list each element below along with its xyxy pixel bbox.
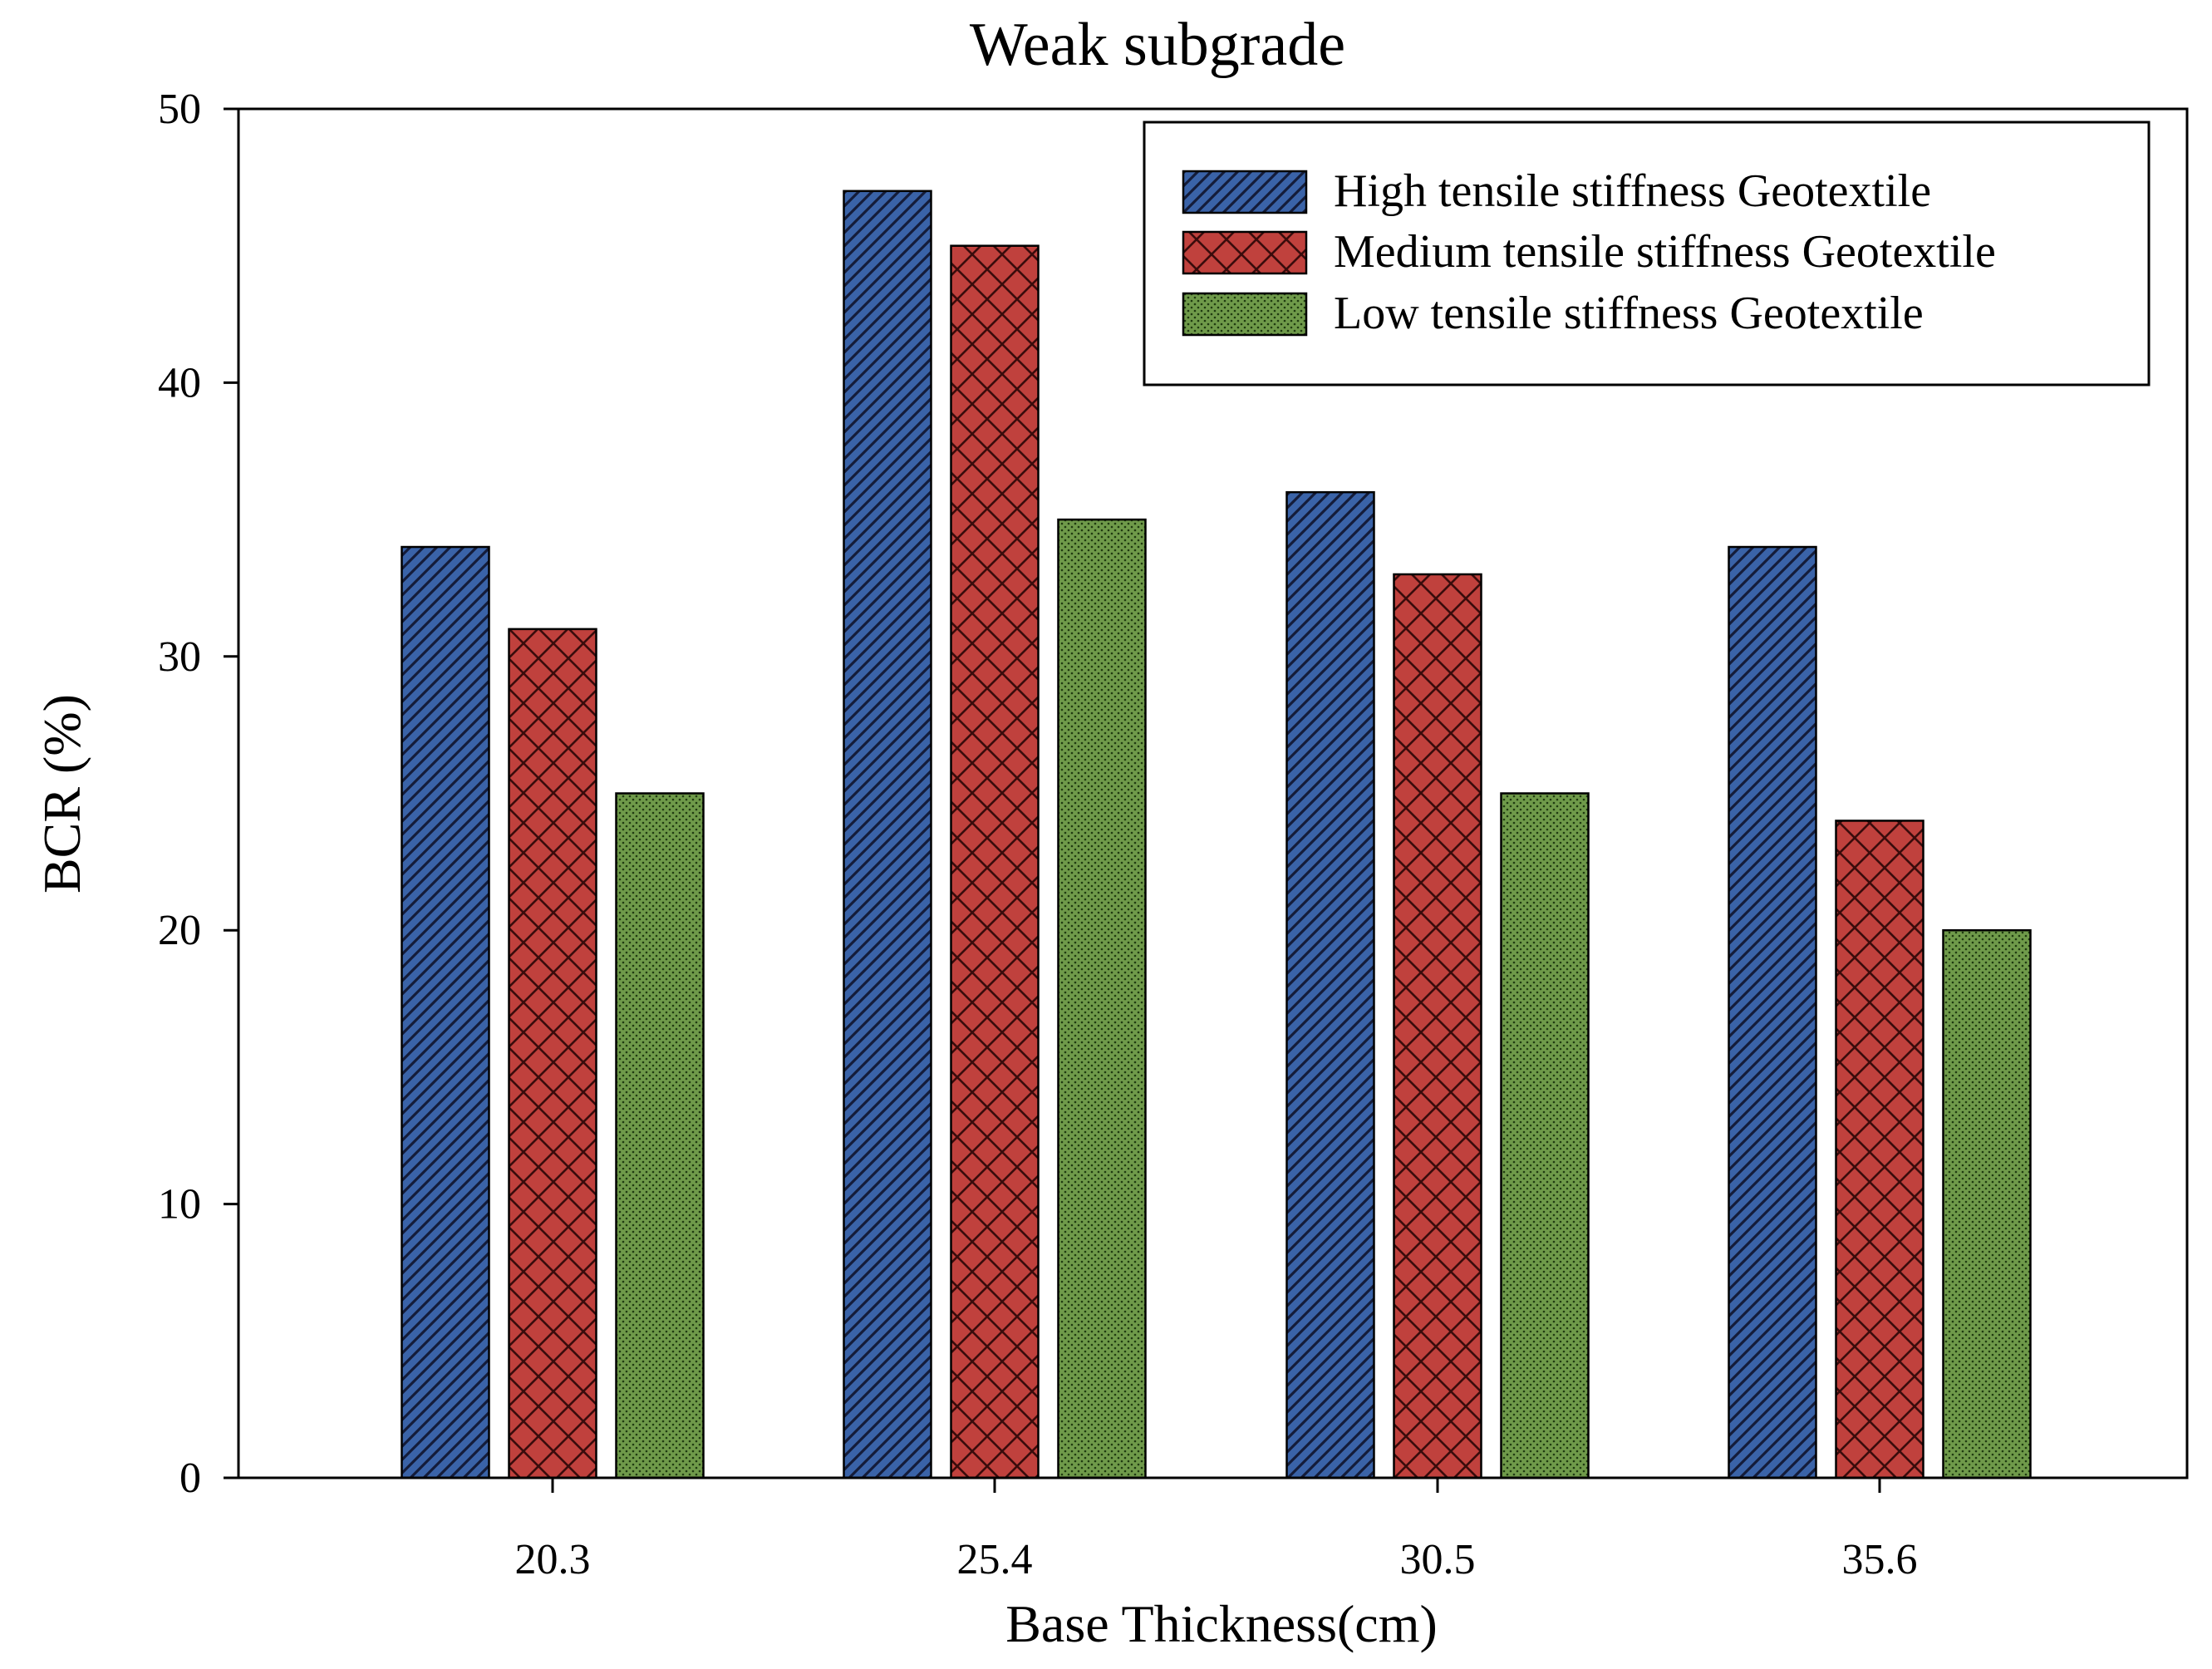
bar-high-20-3 [401,545,490,1479]
bar-high-25-4 [843,190,932,1479]
bar-high-35-6 [1728,545,1817,1479]
bar-low-20-3 [615,792,705,1479]
legend-swatch-high [1182,170,1308,214]
bar-low-30-5 [1500,792,1590,1479]
legend-box [1143,121,2151,386]
legend-swatch-low [1182,292,1308,337]
bar-medium-30-5 [1393,573,1482,1479]
x-axis-title: Base Thickness(cm) [1005,1594,1438,1653]
plot-frame [237,107,2189,1479]
chart-title: Weak subgrade [970,11,1345,79]
bar-low-35-6 [1942,928,2032,1479]
legend-label-high: High tensile stiffness Geotextile [1334,165,1931,217]
bar-low-25-4 [1057,518,1147,1479]
bar-medium-20-3 [508,628,597,1479]
legend: High tensile stiffness Geotextile Medium… [1143,121,2151,386]
y-tick-label-20: 20 [158,907,201,954]
y-axis-title: BCR (%) [32,694,91,894]
bar-medium-35-6 [1835,820,1924,1479]
x-tick-label-25-4: 25.4 [957,1536,1033,1583]
y-tick-label-40: 40 [158,359,201,406]
x-axis-ticks: 20.3 25.4 30.5 35.6 [515,1478,1918,1583]
y-tick-label-10: 10 [158,1181,201,1228]
x-tick-label-35-6: 35.6 [1842,1536,1918,1583]
legend-swatch-medium [1182,230,1308,275]
bar-high-30-5 [1285,490,1375,1479]
bar-medium-25-4 [950,244,1040,1479]
x-tick-label-20-3: 20.3 [515,1536,591,1583]
legend-label-medium: Medium tensile stiffness Geotextile [1334,226,1996,278]
y-tick-label-0: 0 [179,1455,201,1502]
bars-layer [401,190,2032,1479]
legend-label-low: Low tensile stiffness Geotextile [1334,288,1924,339]
y-tick-label-50: 50 [158,86,201,133]
x-tick-label-30-5: 30.5 [1400,1536,1476,1583]
y-tick-label-30: 30 [158,633,201,681]
y-axis-ticks: 0 10 20 30 40 50 [158,86,238,1502]
